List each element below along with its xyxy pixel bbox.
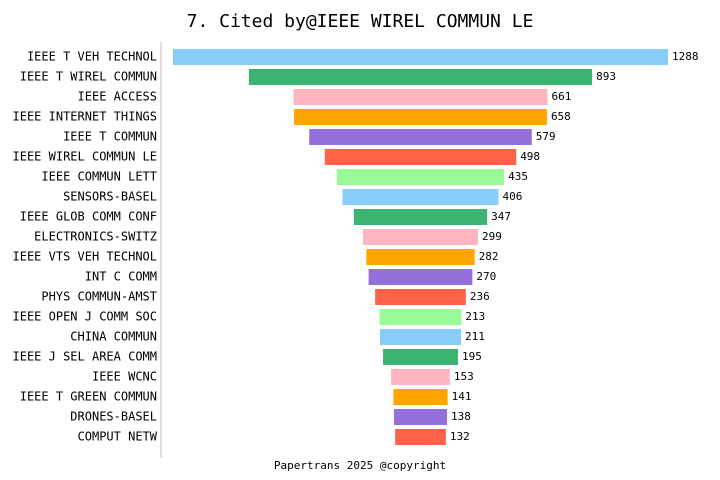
y-tick-label: IEEE WIREL COMMUN LE: [13, 150, 158, 164]
bar: [379, 309, 462, 325]
value-label: 132: [450, 430, 470, 443]
bar: [393, 409, 448, 425]
value-label: 299: [482, 230, 502, 243]
y-tick-label: IEEE ACCESS: [78, 90, 157, 104]
y-tick-label: SENSORS-BASEL: [63, 190, 157, 204]
bar: [324, 149, 517, 165]
bar: [368, 269, 473, 285]
y-tick-label: IEEE COMMUN LETT: [41, 170, 157, 184]
value-label: 347: [491, 210, 511, 223]
value-label: 1288: [672, 50, 699, 63]
value-label: 141: [452, 390, 472, 403]
bar: [294, 109, 547, 125]
bar: [395, 429, 446, 445]
value-label: 138: [451, 410, 471, 423]
value-label: 153: [454, 370, 474, 383]
bar: [363, 229, 478, 245]
value-label: 211: [465, 330, 485, 343]
bar: [353, 209, 488, 225]
y-tick-label: IEEE OPEN J COMM SOC: [13, 310, 158, 324]
bar: [173, 49, 668, 65]
value-label: 661: [552, 90, 572, 103]
bar: [383, 349, 458, 365]
y-tick-label: CHINA COMMUN: [70, 330, 157, 344]
bar: [336, 169, 505, 185]
bar: [391, 369, 450, 385]
value-label: 893: [596, 70, 616, 83]
bar: [375, 289, 466, 305]
value-label: 498: [520, 150, 540, 163]
y-tick-label: IEEE WCNC: [92, 370, 157, 384]
value-label: 213: [465, 310, 485, 323]
bar: [248, 69, 593, 85]
y-tick-label: IEEE T GREEN COMMUN: [20, 390, 157, 404]
y-tick-label: IEEE GLOB COMM CONF: [20, 210, 157, 224]
bar: [293, 89, 548, 105]
bar: [393, 389, 448, 405]
bar: [342, 189, 499, 205]
value-label: 406: [503, 190, 523, 203]
value-label: 435: [508, 170, 528, 183]
value-label: 195: [462, 350, 482, 363]
value-label: 282: [479, 250, 499, 263]
y-tick-label: IEEE T VEH TECHNOL: [27, 50, 157, 64]
y-tick-label: COMPUT NETW: [78, 430, 158, 444]
y-tick-label: IEEE T COMMUN: [63, 130, 157, 144]
y-tick-label: DRONES-BASEL: [70, 410, 157, 424]
y-tick-label: IEEE T WIREL COMMUN: [20, 70, 157, 84]
bar: [309, 129, 532, 145]
chart-title: 7. Cited by@IEEE WIREL COMMUN LE: [187, 11, 534, 32]
value-label: 236: [470, 290, 490, 303]
value-label: 270: [476, 270, 496, 283]
y-tick-label: IEEE J SEL AREA COMM: [13, 350, 158, 364]
bar: [379, 329, 462, 345]
value-label: 658: [551, 110, 571, 123]
y-tick-label: INT C COMM: [85, 270, 157, 284]
y-tick-label: IEEE VTS VEH TECHNOL: [13, 250, 158, 264]
value-label: 579: [536, 130, 556, 143]
y-tick-label: IEEE INTERNET THINGS: [13, 110, 158, 124]
bar: [366, 249, 475, 265]
footer: Papertrans 2025 @copyright: [274, 459, 446, 472]
y-tick-label: ELECTRONICS-SWITZ: [34, 230, 157, 244]
y-tick-label: PHYS COMMUN-AMST: [41, 290, 157, 304]
